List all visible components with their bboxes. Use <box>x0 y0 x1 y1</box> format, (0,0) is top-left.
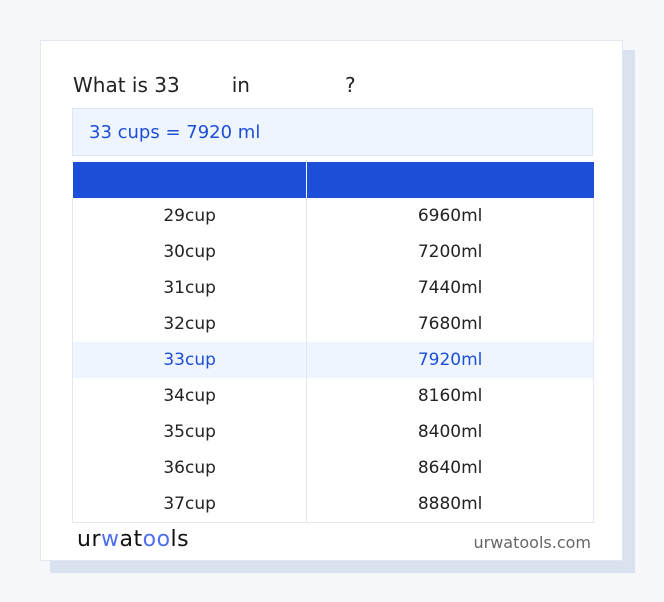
cup-cell: 34cup <box>71 378 308 414</box>
cup-cell: 33cup <box>71 342 308 378</box>
ml-cell: 8640ml <box>306 450 594 486</box>
title-part: ? <box>344 73 356 97</box>
ml-cell: 7200ml <box>306 234 594 270</box>
table-row: 37cup 8880ml <box>71 486 594 523</box>
site-link[interactable]: urwatools.com <box>473 533 592 552</box>
ml-cell: 6960ml <box>306 198 594 234</box>
ml-cell: 7440ml <box>306 270 594 306</box>
ml-cell: 7680ml <box>306 306 594 342</box>
conversion-table: 29cup 6960ml 30cup 7200ml 31cup 7440ml 32cup 76… <box>71 162 594 523</box>
cup-cell: 29cup <box>71 198 308 234</box>
column-header <box>306 162 594 198</box>
cup-cell: 32cup <box>71 306 308 342</box>
table-row: 30cup 7200ml <box>71 234 594 270</box>
table-row: 35cup 8400ml <box>71 414 594 450</box>
cup-cell: 30cup <box>71 234 308 270</box>
table-row: 33cup 7920ml <box>71 342 594 378</box>
result-box: 33 cups = 7920 ml <box>72 108 593 156</box>
converter-card: What is 33 in? 33 cups = 7920 ml 29cup 696… <box>40 40 623 561</box>
column-header <box>72 162 307 198</box>
ml-cell: 7920ml <box>306 342 594 378</box>
table-row: 34cup 8160ml <box>71 378 594 414</box>
title-part: What is 33 <box>73 73 180 97</box>
title-part: in <box>231 73 250 97</box>
urwatools-logo: urwatools <box>77 527 190 552</box>
page-title: What is 33 in? <box>73 73 356 97</box>
cup-cell: 36cup <box>71 450 308 486</box>
ml-cell: 8160ml <box>306 378 594 414</box>
table-row: 32cup 7680ml <box>71 306 594 342</box>
table-row: 29cup 6960ml <box>71 198 594 234</box>
cup-cell: 31cup <box>71 270 308 306</box>
table-row: 31cup 7440ml <box>71 270 594 306</box>
table-row: 36cup 8640ml <box>71 450 594 486</box>
ml-cell: 8880ml <box>306 486 594 523</box>
ml-cell: 8400ml <box>306 414 594 450</box>
cup-cell: 35cup <box>71 414 308 450</box>
cup-cell: 37cup <box>71 486 308 523</box>
